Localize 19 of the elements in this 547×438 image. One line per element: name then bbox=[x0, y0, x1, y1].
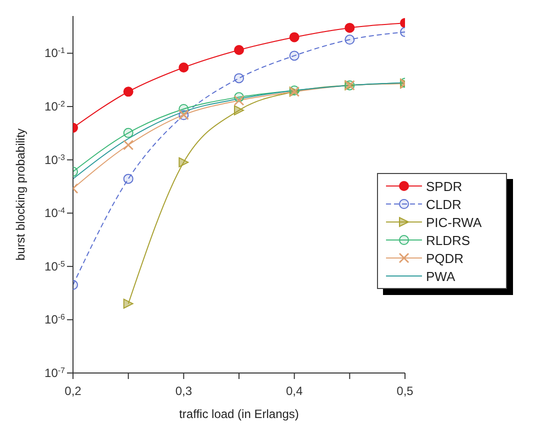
legend-label: PIC-RWA bbox=[426, 214, 482, 230]
y-tick-label: 10$^{-5}$ bbox=[44, 258, 66, 274]
legend-label: RLDRS bbox=[426, 232, 470, 248]
y-tick-label: 10$^{-7}$ bbox=[44, 366, 66, 380]
legend-label: SPDR bbox=[426, 178, 462, 194]
x-axis-title: traffic load (in Erlangs) bbox=[179, 407, 299, 421]
y-tick-label: 10$^{-3}$ bbox=[44, 152, 66, 167]
legend-label: PWA bbox=[426, 268, 456, 284]
y-tick-label: 10$^{-2}$ bbox=[44, 99, 66, 114]
legend-label: PQDR bbox=[426, 250, 464, 266]
x-tick-label: 0,3 bbox=[175, 384, 192, 398]
legend-label: CLDR bbox=[426, 196, 462, 212]
x-tick-label: 0,4 bbox=[286, 384, 303, 398]
x-tick-label: 0,2 bbox=[64, 384, 82, 398]
y-tick-label: 10$^{-6}$ bbox=[44, 312, 66, 327]
y-axis-title: burst blocking probability bbox=[13, 128, 28, 261]
x-tick-label: 0,5 bbox=[396, 384, 414, 398]
y-tick-label: 10$^{-4}$ bbox=[44, 206, 66, 220]
y-tick-label: 10$^{-1}$ bbox=[44, 46, 66, 60]
